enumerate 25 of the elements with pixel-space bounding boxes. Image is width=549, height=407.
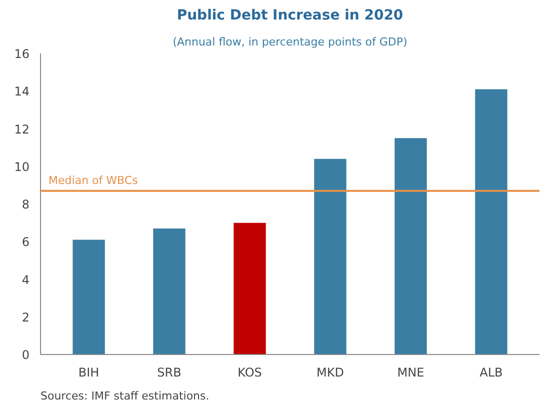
x-tick-label: BIH: [78, 366, 100, 380]
bar: [314, 158, 346, 354]
y-tick-label: 6: [22, 235, 30, 250]
x-tick-label: MNE: [397, 366, 424, 380]
y-tick-label: 8: [22, 198, 30, 212]
x-tick-label: ALB: [480, 366, 503, 380]
y-tick-label: 2: [22, 310, 30, 324]
chart-title: Public Debt Increase in 2020: [176, 8, 404, 24]
y-tick-label: 10: [14, 160, 30, 174]
y-tick-label: 0: [22, 348, 30, 362]
ref-line-label: Median of WBCs: [48, 174, 138, 187]
bar: [234, 222, 266, 354]
bar: [153, 228, 186, 354]
source-note: Sources: IMF staff estimations.: [40, 390, 210, 402]
x-tick-label: KOS: [238, 366, 262, 380]
y-tick-label: 14: [14, 84, 30, 99]
bar: [475, 89, 508, 354]
y-tick-label: 12: [14, 122, 30, 136]
bar: [394, 138, 427, 354]
x-tick-label: MKD: [316, 366, 344, 380]
y-tick-label: 4: [22, 272, 30, 287]
x-tick-label: SRB: [157, 366, 182, 380]
chart-subtitle: (Annual flow, in percentage points of GDP): [172, 36, 408, 48]
bar: [72, 240, 105, 354]
y-tick-label: 16: [14, 47, 30, 61]
